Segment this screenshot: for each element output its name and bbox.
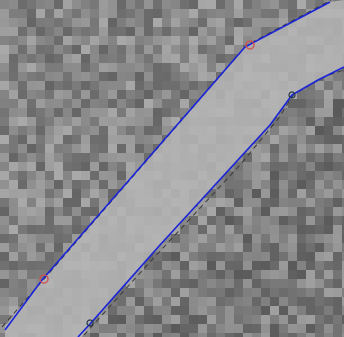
vertex-handle-top-right[interactable] — [288, 91, 296, 99]
right-ghost-line — [83, 69, 344, 336]
left-edge-line[interactable] — [4, 1, 331, 331]
vertex-handle-top-left[interactable] — [245, 40, 255, 50]
vertex-handle-bottom-left[interactable] — [39, 274, 49, 284]
right-edge-line[interactable] — [77, 66, 344, 337]
vertex-handle-bottom-right[interactable] — [86, 319, 94, 327]
road-corridor — [5, 0, 344, 337]
